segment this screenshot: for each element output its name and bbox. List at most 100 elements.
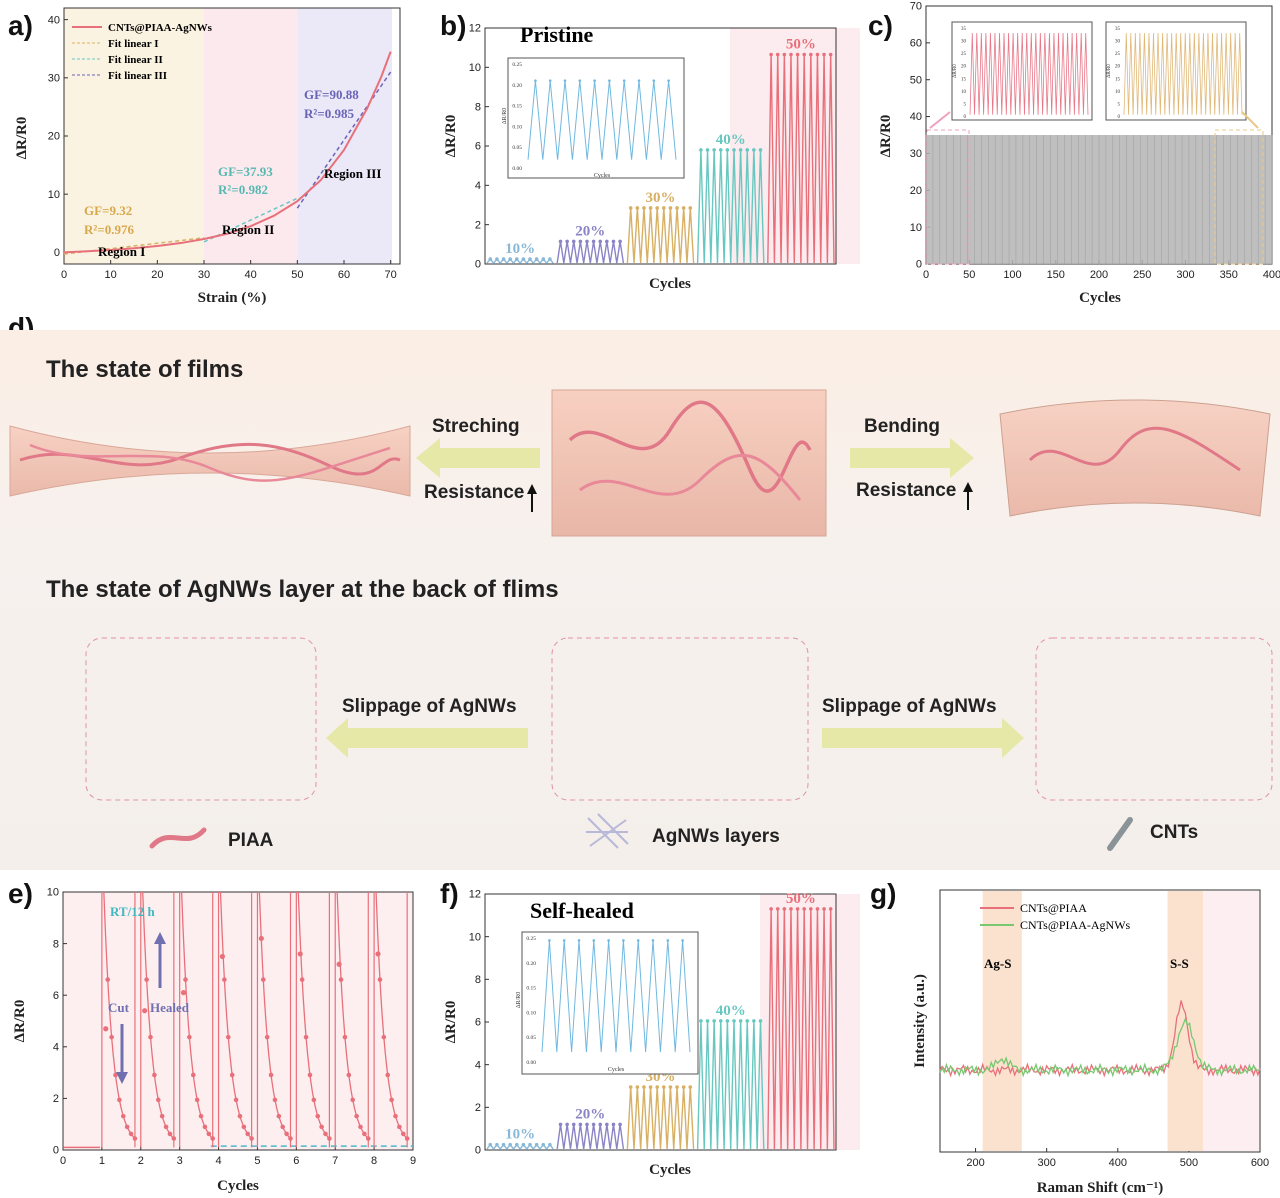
inset-y-tick: 0.10 — [512, 124, 522, 130]
inset-x-title: Cycles — [608, 1067, 625, 1073]
highlight-start — [926, 129, 970, 265]
y-tick-label: 20 — [910, 185, 922, 197]
cycle-peak-marker — [705, 148, 710, 152]
x-tick-label: 6 — [293, 1155, 299, 1167]
cycle-peak-marker — [591, 239, 596, 244]
x-tick-label: 20 — [151, 269, 163, 281]
inset-y-title: ΔR/R0 — [516, 992, 522, 1009]
cycle-peak-marker — [605, 1122, 609, 1127]
recovery-marker — [365, 1136, 371, 1141]
cycle-peak-marker — [769, 52, 773, 57]
recovery-marker — [222, 977, 227, 982]
cycle-peak-marker — [705, 1019, 710, 1023]
healed-marker — [219, 953, 226, 960]
panel-label-f: f) — [440, 878, 459, 909]
legend-piaa: PIAA — [228, 830, 274, 851]
cycle-peak-marker — [795, 907, 800, 911]
strain-label: 20% — [575, 223, 605, 239]
band-label-ss: S-S — [1170, 956, 1189, 971]
gf-3: GF=90.88 — [304, 87, 359, 102]
y-axis-title: ΔR/R0 — [12, 1000, 28, 1043]
recovery-marker — [117, 1097, 122, 1103]
recovery-marker — [303, 1034, 309, 1040]
x-tick-label: 40 — [245, 269, 257, 281]
y-tick-label: 6 — [475, 1017, 481, 1029]
legend-fit3: Fit linear III — [108, 70, 167, 82]
recovery-marker — [350, 1097, 356, 1103]
x-tick-label: 400 — [1263, 269, 1280, 281]
inset-peak-marker — [548, 939, 551, 942]
recovery-marker — [128, 1131, 134, 1137]
cycle-peak-marker — [675, 206, 679, 210]
arrow-bending — [850, 438, 974, 478]
inset-peak-marker — [637, 79, 641, 82]
stretched-film — [9, 425, 411, 497]
cycle-peak-marker — [752, 148, 756, 152]
schematic-graphics — [9, 389, 1273, 851]
y-tick-label: 6 — [53, 990, 59, 1002]
cycle-peak-marker — [745, 148, 750, 152]
cycle-peak-marker — [782, 52, 787, 57]
cycle-peak-marker — [642, 1085, 646, 1089]
inset-peak-marker — [622, 939, 625, 942]
cycle-peak-marker — [738, 148, 743, 152]
cycle-peak-marker — [635, 206, 640, 210]
x-tick-label: 500 — [1180, 1157, 1198, 1169]
recovery-marker — [307, 1072, 313, 1078]
y-axis-title: ΔR/R0 — [443, 115, 459, 158]
cycle-peak-marker — [712, 1019, 716, 1023]
cycle-peak-marker — [495, 1142, 499, 1147]
cnts-legend-icon — [1107, 817, 1133, 851]
cycle-peak-marker — [501, 257, 506, 261]
x-axis-title: Strain (%) — [198, 290, 267, 306]
cycle-series-5 — [767, 908, 835, 1149]
recovery-marker — [272, 1097, 278, 1103]
cut-arrow-head — [116, 1072, 128, 1084]
recovery-marker — [190, 1072, 196, 1078]
cycle-peak-marker — [605, 239, 609, 244]
region-bg-1 — [64, 8, 204, 264]
inset-y-tick: 10 — [961, 90, 967, 95]
cycle-series-4 — [696, 149, 765, 264]
y-tick-label: 2 — [475, 219, 481, 231]
y-axis-title: ΔR/R0 — [443, 1001, 459, 1044]
piaa-legend-icon — [149, 827, 207, 849]
cycle-peak-marker — [508, 257, 512, 261]
cycle-peak-marker — [628, 1085, 633, 1089]
recovery-marker — [323, 1131, 328, 1137]
cycle-peak-marker — [795, 52, 800, 57]
gf-1: GF=9.32 — [84, 203, 132, 218]
recovery-marker — [358, 1124, 363, 1130]
y-tick-label: 10 — [469, 62, 481, 74]
panel-label-c: c) — [868, 10, 893, 41]
x-axis-title: Cycles — [649, 276, 691, 292]
inset-y-tick: 25 — [961, 52, 967, 57]
cycle-peak-marker — [809, 52, 813, 57]
gf-2: GF=37.93 — [218, 164, 273, 179]
x-tick-label: 3 — [177, 1155, 183, 1167]
cycle-peak-marker — [495, 257, 499, 261]
strain-label: 10% — [505, 1127, 535, 1143]
block-fibers — [568, 400, 812, 493]
legend-piaa-g: CNTs@PIAA — [1020, 901, 1087, 915]
cycle-peak-marker — [655, 206, 659, 210]
block-fibers-2 — [579, 453, 802, 501]
recovery-marker — [288, 1136, 293, 1141]
cycle-peak-marker — [789, 52, 793, 57]
cycle-peak-marker — [688, 1085, 693, 1089]
cycle-peak-marker — [558, 239, 563, 244]
highlight-end — [1214, 129, 1264, 265]
recovery-marker — [132, 1136, 138, 1141]
inset-y-tick: 30 — [1115, 40, 1121, 45]
recovery-marker — [241, 1124, 247, 1130]
band-2 — [1167, 891, 1204, 1151]
strain-label: 40% — [716, 1003, 746, 1019]
recovery-marker — [342, 1034, 348, 1040]
inset-y-title: ΔR/R0 — [502, 108, 508, 125]
healed-marker — [375, 951, 381, 957]
arrow-slippage-right — [822, 718, 1024, 758]
inset-peak-marker — [667, 79, 670, 82]
cycle-peak-marker — [655, 1085, 659, 1089]
x-tick-label: 150 — [1047, 269, 1065, 281]
